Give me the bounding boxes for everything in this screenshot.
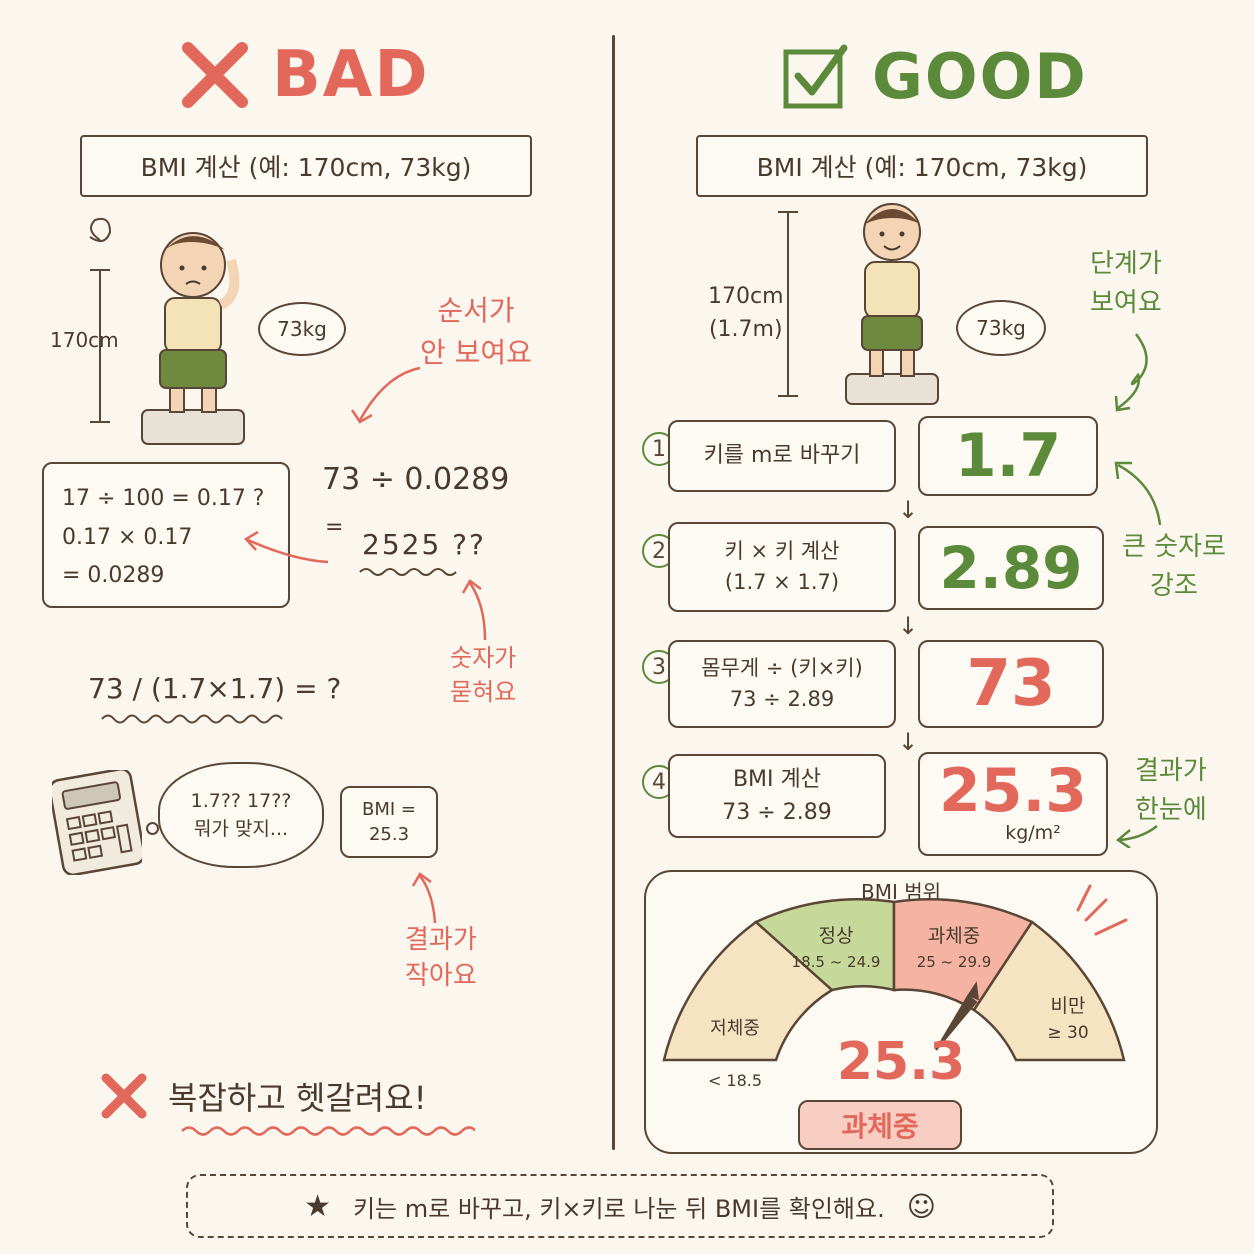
- bad-calc-text: 17 ÷ 100 = 0.17 ? 0.17 × 0.17 = 0.0289: [62, 486, 265, 588]
- calc-arrow: [244, 530, 329, 564]
- note-small: 결과가 작아요: [405, 925, 477, 992]
- footer-tip: ★ 키는 m로 바꾸고, 키×키로 나눈 뒤 BMI를 확인해요. ☺: [186, 1174, 1054, 1238]
- good-title-box: BMI 계산 (예: 170cm, 73kg): [696, 135, 1148, 197]
- bad-height-label: 170cm: [50, 328, 119, 352]
- seg-obese-range: ≥ 30: [1047, 1022, 1089, 1043]
- bad-result-box: BMI = 25.3: [340, 786, 438, 858]
- note-order-arrow: [350, 366, 421, 424]
- formula-wavy-underline: [101, 714, 283, 724]
- good-heading: GOOD: [872, 40, 1088, 113]
- note-small-arrow: [411, 872, 437, 924]
- thought-bubble: 1.7?? 17?? 뭐가 맞지...: [158, 762, 324, 868]
- step-2-value-box: 2.89: [918, 526, 1104, 610]
- bad-weight-text: 73kg: [277, 317, 327, 341]
- step-3-label-box: 몸무게 ÷ (키×키) 73 ÷ 2.89: [668, 640, 896, 728]
- note-result-arrow: [1115, 825, 1158, 848]
- swirl-icon: [89, 217, 112, 242]
- step-1-label: 키를 m로 바꾸기: [703, 442, 861, 468]
- step-3-value: 73: [966, 647, 1056, 721]
- conclusion-wavy-underline: [181, 1126, 475, 1136]
- center-divider: [612, 35, 615, 1150]
- division-eq: =: [325, 515, 344, 540]
- good-weight-text: 73kg: [976, 316, 1026, 340]
- x-mark-small-icon: [101, 1073, 147, 1119]
- smiley-icon: ☺: [906, 1189, 936, 1223]
- seg-underweight-range: < 18.5: [707, 1071, 763, 1090]
- seg-normal-range: 18.5 ~ 24.9: [791, 952, 881, 971]
- gauge-needle: [935, 994, 978, 1051]
- good-title: BMI 계산 (예: 170cm, 73kg): [756, 153, 1088, 182]
- note-order: 순서가 안 보여요: [420, 294, 532, 369]
- bad-formula: 73 / (1.7×1.7) = ?: [88, 672, 342, 705]
- bad-title: BMI 계산 (예: 170cm, 73kg): [140, 153, 472, 182]
- step-3-label: 몸무게 ÷ (키×키) 73 ÷ 2.89: [701, 655, 863, 712]
- step-4-unit: kg/m²: [1005, 822, 1061, 844]
- step-4-label: BMI 계산 73 ÷ 2.89: [722, 767, 832, 825]
- bad-calc-box: 17 ÷ 100 = 0.17 ? 0.17 × 0.17 = 0.0289: [42, 462, 290, 608]
- good-height-label: 170cm (1.7m): [708, 280, 784, 346]
- thought-dot: [146, 822, 159, 835]
- step-4-value: 25.3: [938, 756, 1088, 826]
- step-2-label-box: 키 × 키 계산 (1.7 × 1.7): [668, 522, 896, 612]
- footer-text: 키는 m로 바꾸고, 키×키로 나눈 뒤 BMI를 확인해요.: [352, 1194, 885, 1223]
- good-weight-bubble: 73kg: [956, 300, 1046, 356]
- down-arrow-2: ↓: [898, 612, 919, 640]
- down-arrow-3: ↓: [898, 728, 919, 756]
- bad-conclusion-text: 복잡하고 헷갈려요!: [168, 1079, 427, 1117]
- checkbox-icon: [783, 44, 848, 108]
- bad-title-box: BMI 계산 (예: 170cm, 73kg): [80, 135, 532, 197]
- division-result: 2525 ??: [362, 528, 486, 561]
- note-result: 결과가 한눈에: [1135, 756, 1207, 825]
- gauge-value: 25.3: [836, 1032, 966, 1092]
- gauge-label-obese: 비만 ≥ 30: [1028, 992, 1108, 1046]
- note-buried-arrow: [461, 579, 487, 641]
- seg-overweight-range: 25 ~ 29.9: [916, 952, 992, 971]
- seg-normal-name: 정상: [818, 925, 854, 947]
- x-mark-icon: [182, 42, 248, 108]
- gauge-segment-obese: [972, 920, 1126, 1062]
- bad-header: BAD: [180, 38, 429, 112]
- down-arrow-1: ↓: [898, 496, 919, 524]
- good-header: GOOD: [780, 40, 1088, 113]
- wavy-underline: [359, 568, 457, 576]
- step-2-value: 2.89: [939, 534, 1083, 602]
- happy-person-illustration: [778, 203, 939, 405]
- step-4-value-box: 25.3 kg/m²: [918, 752, 1108, 856]
- step-2-label: 키 × 키 계산 (1.7 × 1.7): [724, 538, 840, 595]
- step-1-value-box: 1.7: [918, 416, 1098, 496]
- bad-heading: BAD: [272, 38, 430, 112]
- gauge-badge-text: 과체중: [841, 1110, 919, 1143]
- bmi-gauge: [662, 884, 1128, 1062]
- bad-conclusion: 복잡하고 헷갈려요!: [100, 1072, 427, 1120]
- seg-overweight-name: 과체중: [927, 925, 981, 947]
- bmi-gauge-panel: BMI 범위 저체중 < 18.5 정상 18.5 ~ 24.9 과체중 25 …: [644, 870, 1158, 1154]
- confused-person-illustration: [89, 217, 245, 445]
- note-buried: 숫자가 묻혀요: [450, 644, 517, 706]
- step-1-value: 1.7: [954, 421, 1062, 491]
- calculator-icon: [52, 770, 142, 875]
- step-4-label-box: BMI 계산 73 ÷ 2.89: [668, 754, 886, 838]
- gauge-label-underweight: 저체중 < 18.5: [690, 988, 780, 1120]
- note-emphasis-arrow: [1114, 461, 1162, 526]
- gauge-label-normal: 정상 18.5 ~ 24.9: [786, 922, 886, 973]
- gauge-label-overweight: 과체중 25 ~ 29.9: [904, 922, 1004, 973]
- division-top: 73 ÷ 0.0289: [322, 462, 510, 497]
- note-emphasis: 큰 숫자로 강조: [1122, 532, 1226, 601]
- star-icon: ★: [304, 1188, 331, 1224]
- seg-obese-name: 비만: [1050, 995, 1086, 1017]
- thought-text: 1.7?? 17?? 뭐가 맞지...: [190, 789, 292, 841]
- gauge-badge: 과체중: [798, 1100, 962, 1150]
- emphasis-marks-icon: [1076, 884, 1128, 936]
- seg-underweight-name: 저체중: [710, 1018, 760, 1039]
- step-3-value-box: 73: [918, 640, 1104, 728]
- note-steps: 단계가 보여요: [1090, 249, 1162, 318]
- bad-result-text: BMI = 25.3: [362, 798, 416, 845]
- note-steps-arrow: [1114, 333, 1148, 412]
- step-1-label-box: 키를 m로 바꾸기: [668, 420, 896, 492]
- bad-weight-bubble: 73kg: [258, 302, 346, 356]
